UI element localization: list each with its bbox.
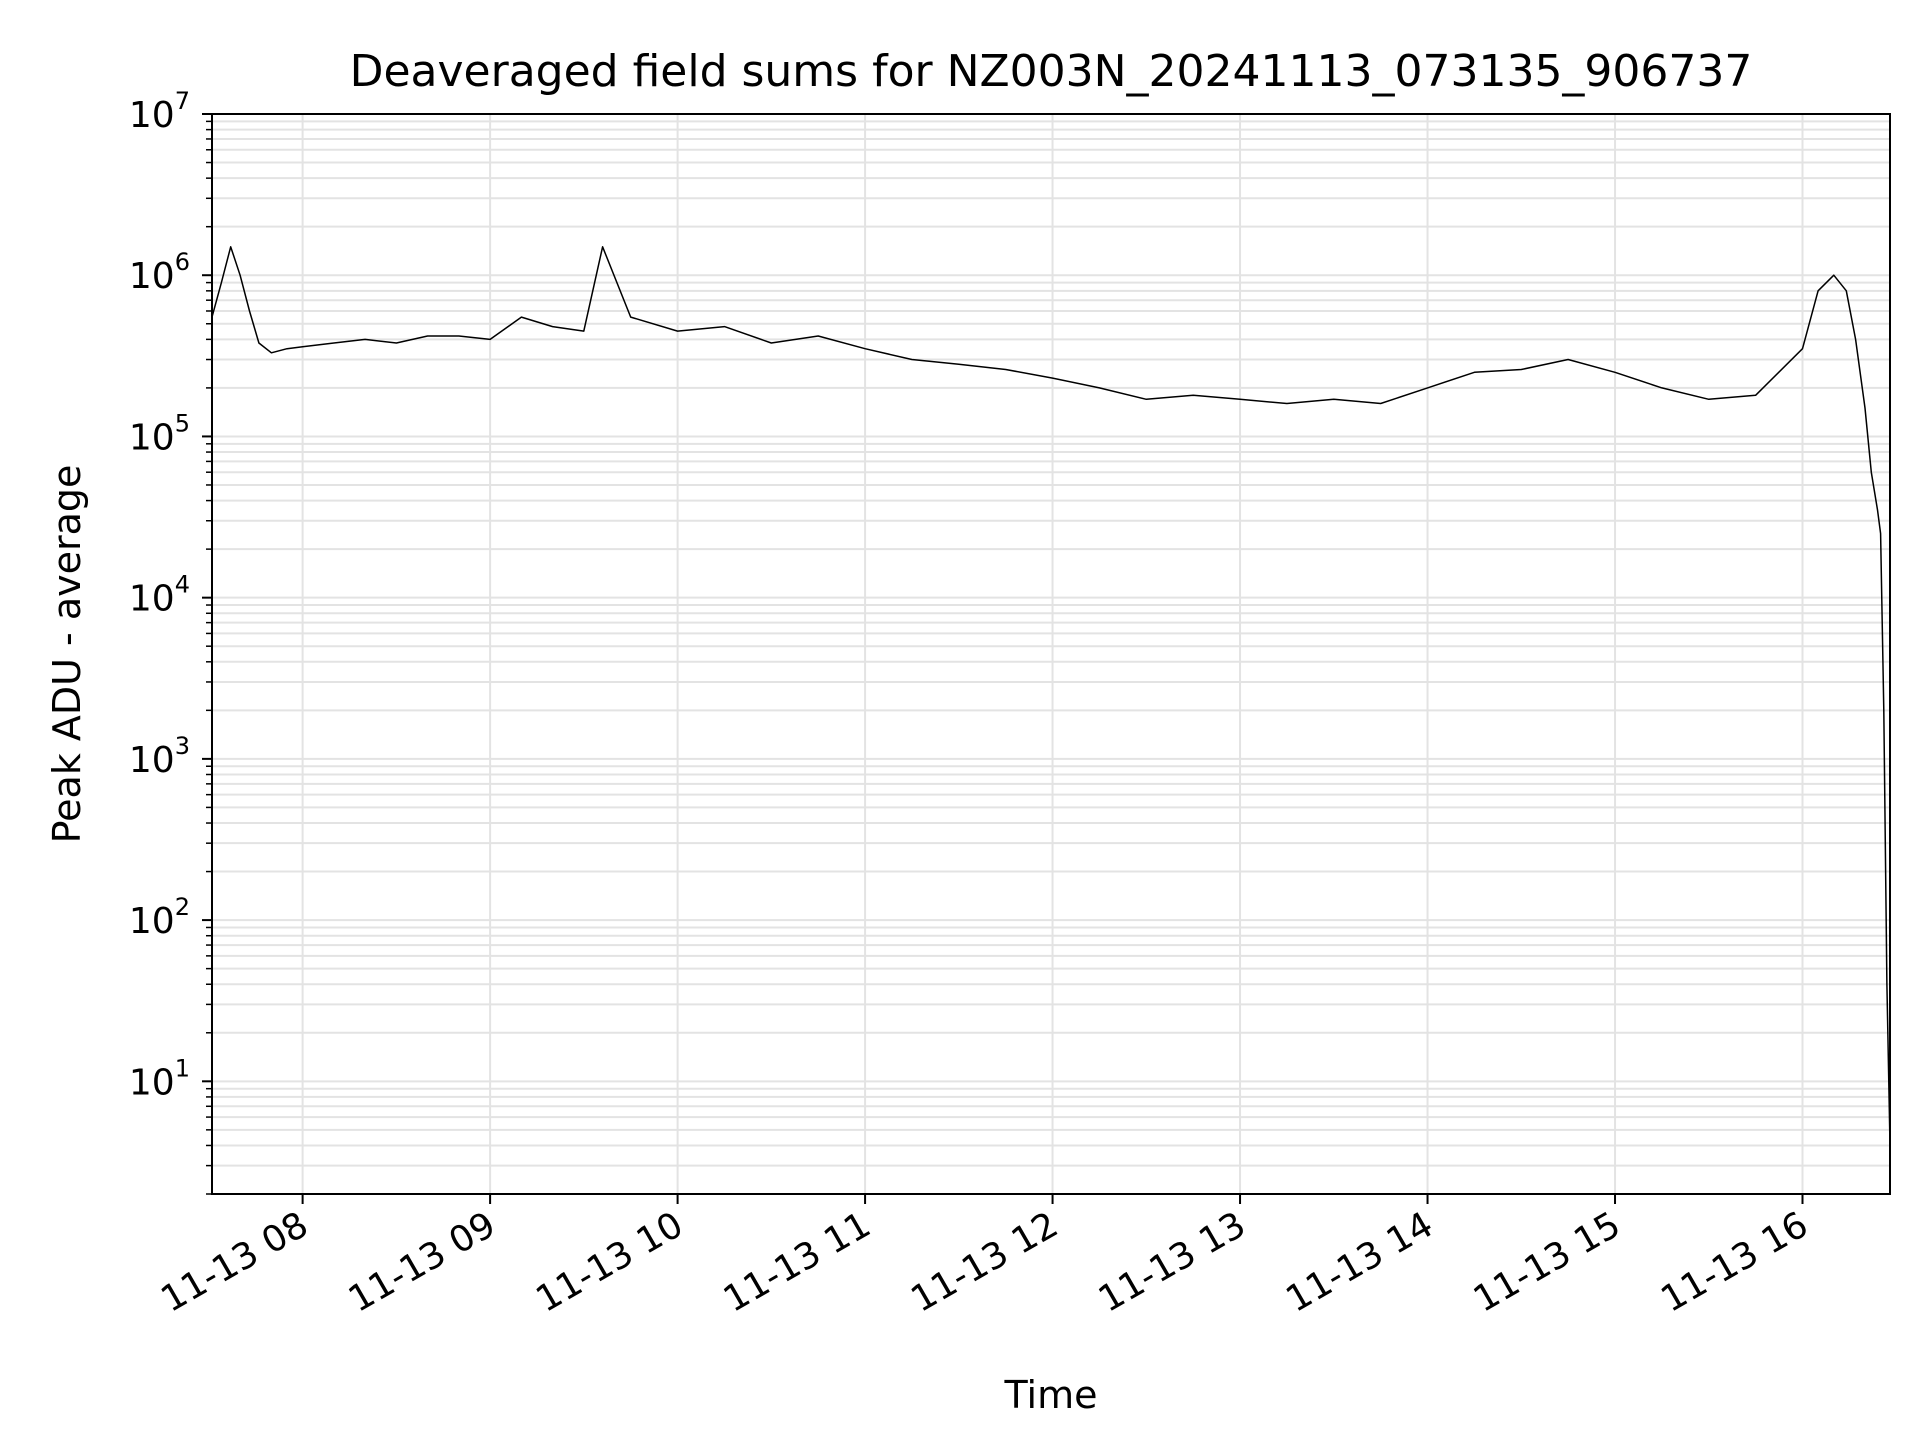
x-tick-label: 11-13 15 — [1467, 1204, 1628, 1320]
plot-frame — [211, 113, 1891, 1195]
x-axis-label: Time — [1004, 1373, 1098, 1417]
x-tick-label: 11-13 10 — [529, 1204, 690, 1320]
y-axis-label: Peak ADU - average — [45, 465, 89, 844]
x-tick-label: 11-13 08 — [154, 1204, 315, 1320]
y-tick-label: 106 — [129, 248, 190, 297]
y-tick-label: 102 — [129, 893, 190, 942]
y-tick-label: 103 — [129, 732, 190, 781]
series-line — [211, 246, 1891, 1146]
chart-title: Deaveraged field sums for NZ003N_2024111… — [350, 46, 1753, 97]
y-tick-label: 104 — [129, 571, 190, 620]
y-tick-label: 107 — [129, 87, 190, 136]
x-tick-label: 11-13 16 — [1654, 1204, 1815, 1320]
grid-lines — [212, 113, 1890, 1195]
x-tick-label: 11-13 14 — [1279, 1204, 1440, 1320]
x-tick-label: 11-13 13 — [1092, 1204, 1253, 1320]
x-tick-label: 11-13 12 — [904, 1204, 1065, 1320]
x-tick-label: 11-13 09 — [342, 1204, 503, 1320]
y-tick-label: 101 — [129, 1054, 190, 1103]
series-layer — [211, 246, 1891, 1146]
ticks-layer — [202, 113, 1804, 1204]
x-tick-label: 11-13 11 — [717, 1204, 878, 1320]
y-tick-label: 105 — [129, 409, 190, 458]
